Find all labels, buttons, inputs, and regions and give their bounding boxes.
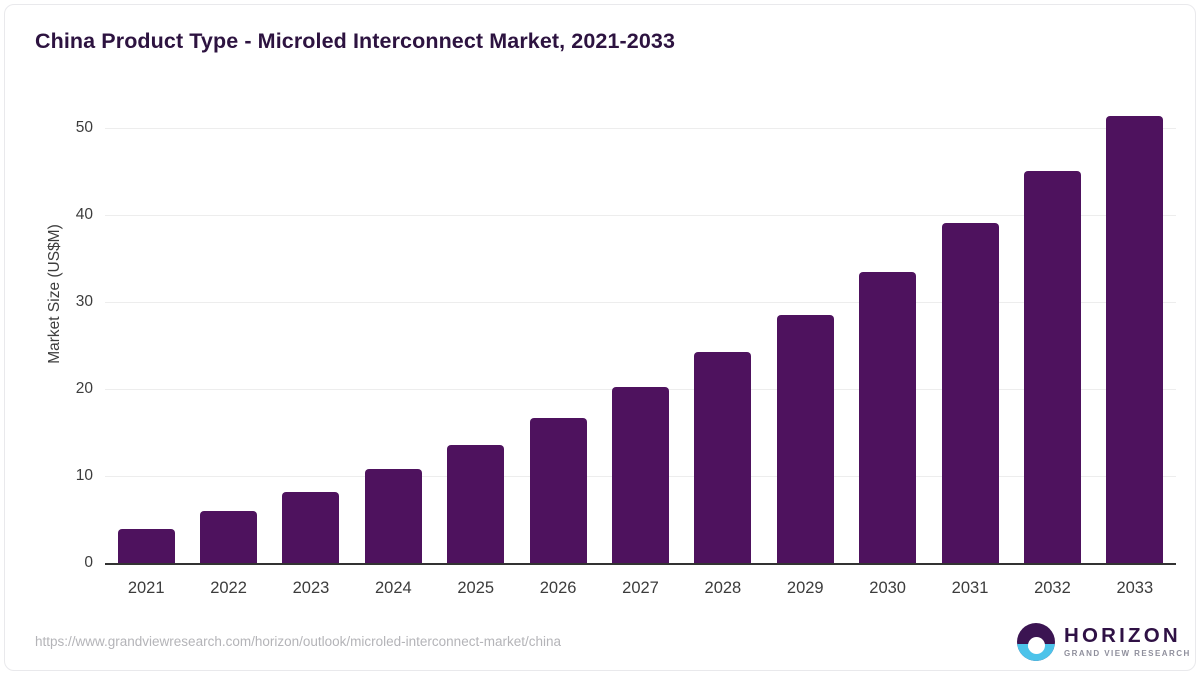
logo-sun-shape: [1027, 637, 1045, 655]
horizon-logo: HORIZON GRAND VIEW RESEARCH: [1017, 623, 1191, 661]
y-axis-tick-label: 40: [75, 206, 93, 223]
bar-slot: [764, 105, 846, 563]
plot-area: Market Size (US$M) 0 10 20 30 40 50 2021 2022 2…: [5, 5, 1200, 675]
gridline: [105, 302, 1176, 303]
bar-2022[interactable]: [200, 510, 258, 563]
bar-slot: [517, 105, 599, 563]
horizon-logo-icon: [1017, 623, 1055, 661]
chart-card: China Product Type - Microled Interconne…: [4, 4, 1196, 671]
y-axis-tick-label: 0: [84, 554, 93, 571]
x-axis-tick-label: 2023: [292, 579, 330, 597]
x-axis-tick-label: 2022: [210, 579, 247, 597]
x-axis-tick-label: 2031: [951, 579, 989, 597]
bar-2026[interactable]: [529, 417, 587, 563]
bar-2029[interactable]: [776, 315, 834, 563]
y-axis-tick-label: 10: [75, 467, 93, 484]
bar-slot: [1094, 105, 1176, 563]
bar-slot: [435, 105, 517, 563]
page-title: China Product Type - Microled Interconne…: [35, 29, 676, 53]
logo-ray-two: [1030, 650, 1042, 653]
bar-slot: [270, 105, 352, 563]
bar-slot: [847, 105, 929, 563]
x-axis-tick-label: 2027: [622, 579, 659, 597]
x-axis-tick-label: 2029: [786, 579, 824, 597]
logo-wordmark: HORIZON: [1064, 624, 1181, 648]
bar-2021[interactable]: [117, 529, 175, 563]
gridline: [105, 128, 1176, 129]
bar-2023[interactable]: [282, 491, 340, 563]
x-axis-tick-label: 2024: [374, 579, 412, 597]
x-axis-tick-label: 2021: [127, 579, 165, 597]
bar-slot: [929, 105, 1011, 563]
bar-2027[interactable]: [612, 387, 670, 563]
x-axis-tick-label: 2028: [704, 579, 742, 597]
source-url[interactable]: https://www.grandviewresearch.com/horizo…: [35, 634, 561, 649]
y-axis-tick-label: 50: [75, 119, 93, 136]
y-axis-tick-label: 30: [75, 293, 93, 310]
bar-2030[interactable]: [859, 271, 917, 563]
horizon-logo-text: HORIZON GRAND VIEW RESEARCH: [1064, 626, 1191, 658]
bar-series: [105, 105, 1176, 563]
y-axis-tick-label: 20: [75, 380, 93, 397]
bar-slot: [682, 105, 764, 563]
bar-2033[interactable]: [1106, 115, 1164, 563]
bar-2024[interactable]: [364, 469, 422, 563]
bar-2025[interactable]: [447, 444, 505, 563]
bar-2028[interactable]: [694, 352, 752, 563]
bar-slot: [1011, 105, 1093, 563]
bar-2031[interactable]: [941, 222, 999, 563]
x-axis-tick-label: 2026: [539, 579, 577, 597]
bar-2032[interactable]: [1023, 170, 1081, 563]
x-axis-tick-label: 2030: [869, 579, 906, 597]
x-axis-tick-label: 2033: [1116, 579, 1154, 597]
bar-slot: [105, 105, 187, 563]
bar-slot: [352, 105, 434, 563]
x-axis-tick-label: 2032: [1034, 579, 1071, 597]
bar-slot: [187, 105, 269, 563]
gridline: [105, 215, 1176, 216]
logo-ray-one: [1028, 646, 1044, 649]
x-axis-line: [105, 563, 1176, 565]
x-axis-tick-label: 2025: [457, 579, 495, 597]
bar-slot: [599, 105, 681, 563]
logo-tagline: GRAND VIEW RESEARCH: [1064, 648, 1191, 658]
